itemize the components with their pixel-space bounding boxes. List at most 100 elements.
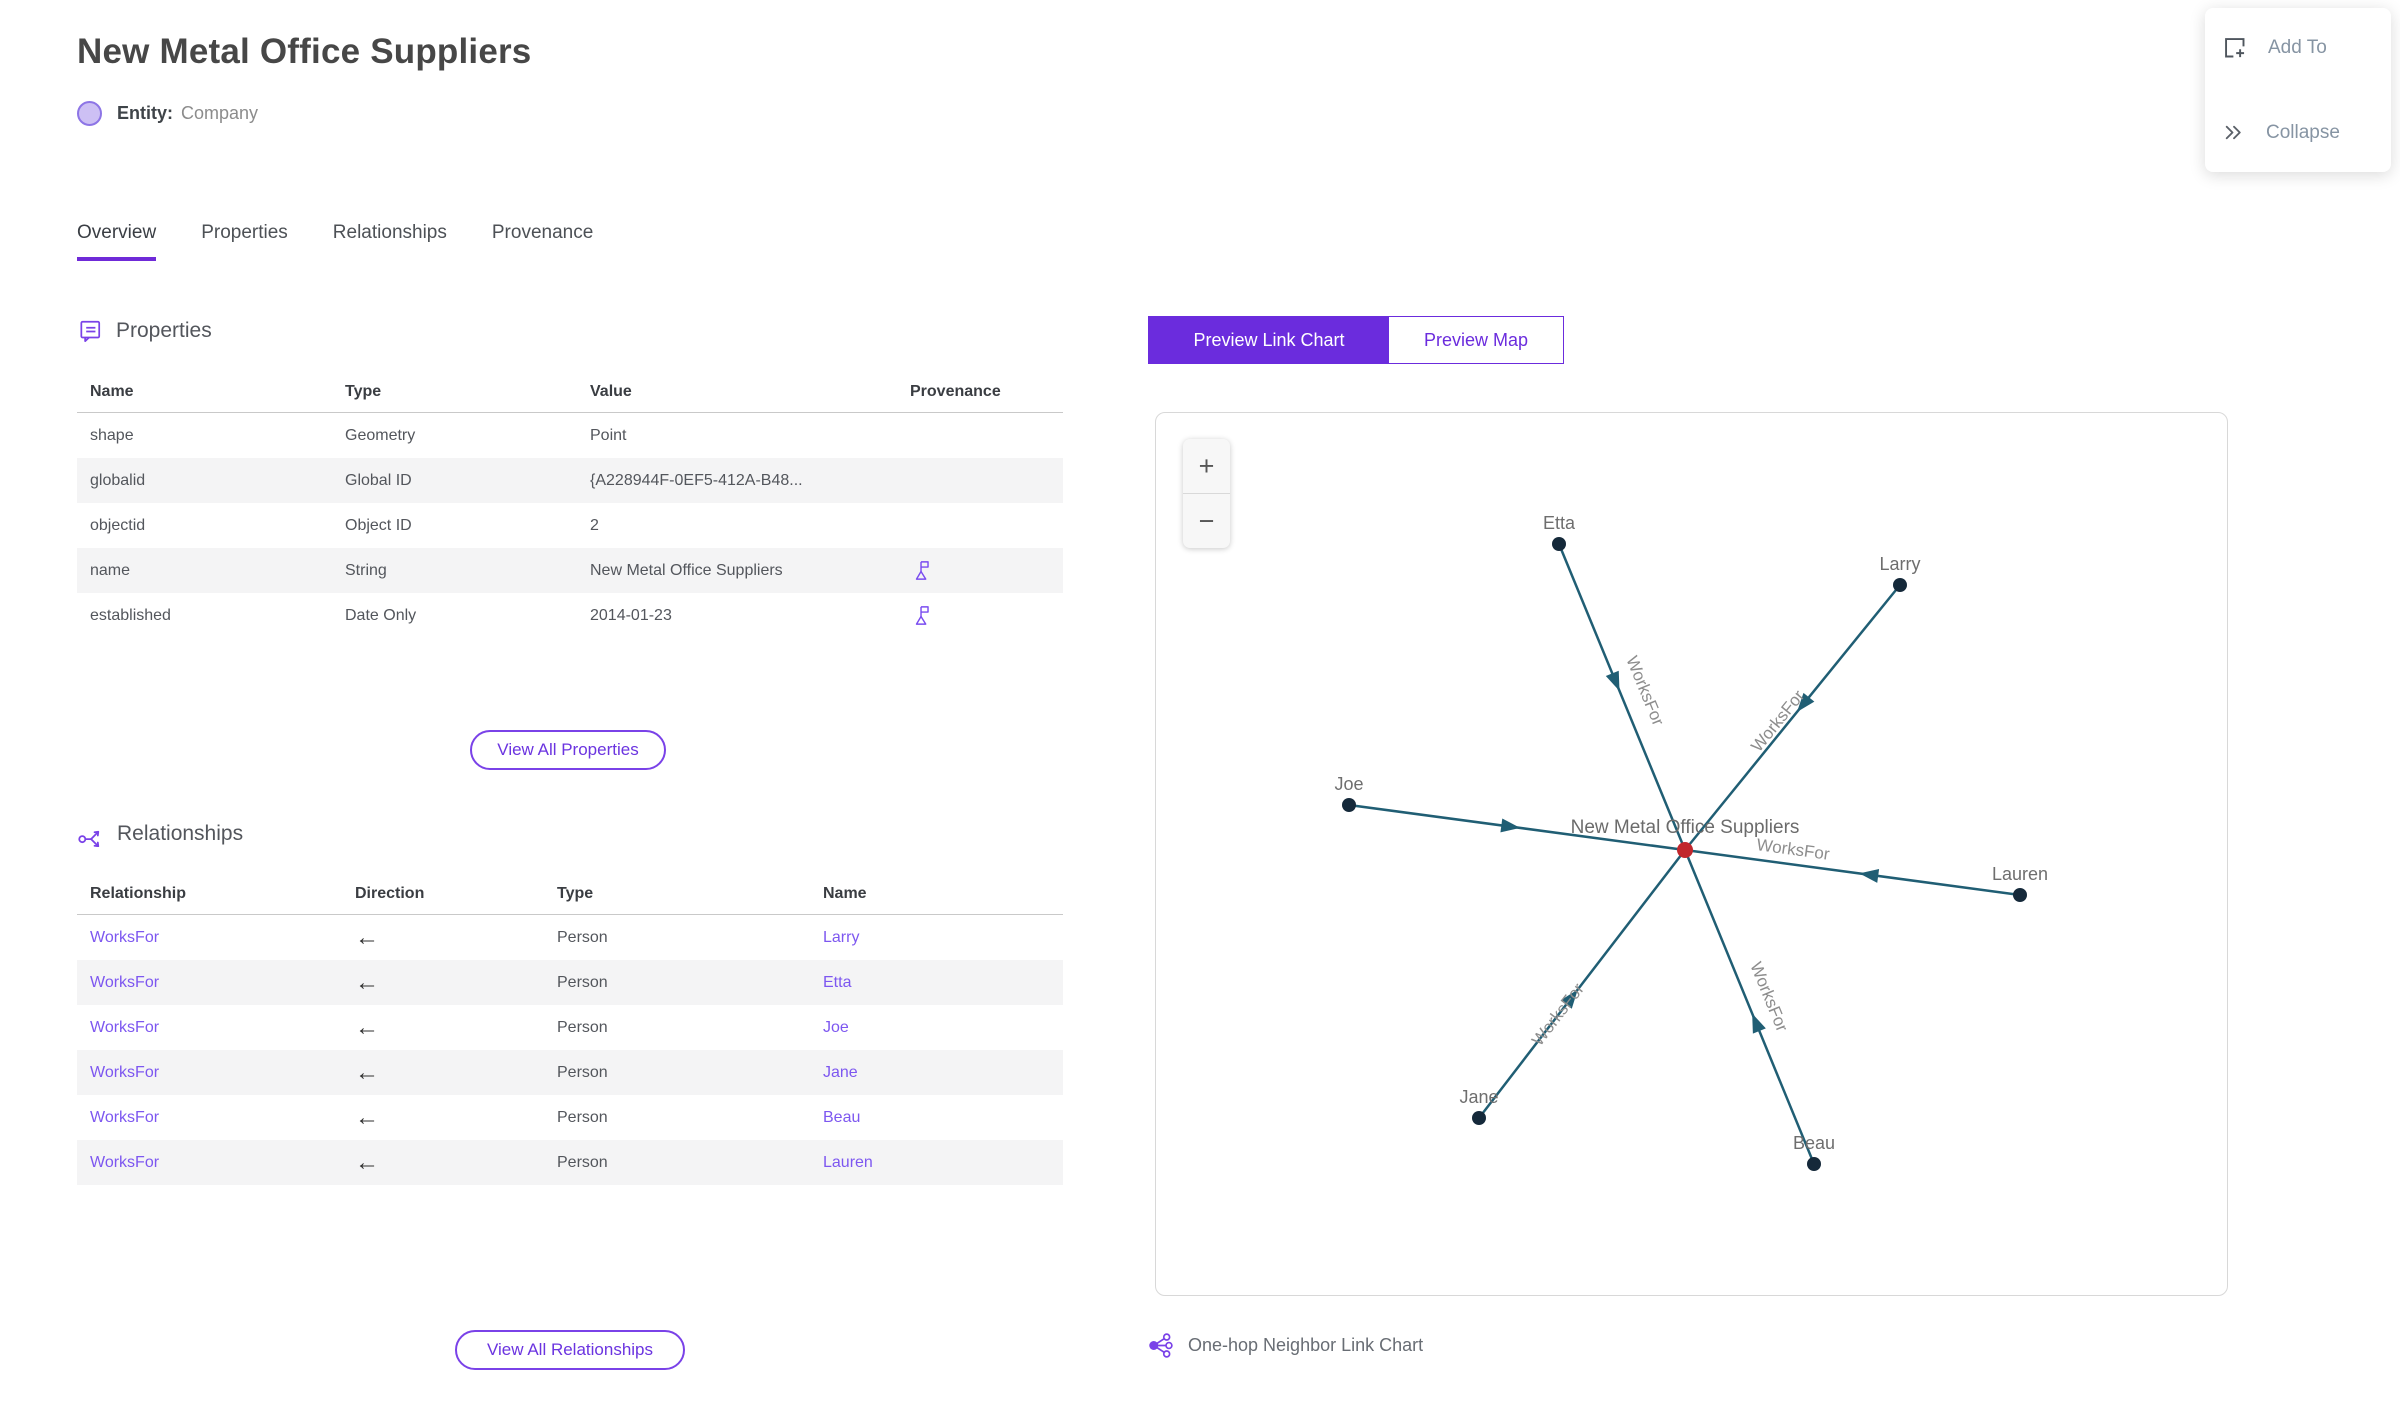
provenance-flag-icon[interactable] <box>910 604 933 627</box>
node-label-center: New Metal Office Suppliers <box>1571 817 1800 838</box>
col-header: Value <box>590 383 632 400</box>
direction-arrow: ← <box>355 1150 379 1175</box>
direction-arrow: ← <box>355 925 379 950</box>
edge-Beau[interactable] <box>1683 849 1816 1165</box>
property-name: globalid <box>90 471 146 489</box>
col-header: Relationship <box>90 885 187 902</box>
edge-Larry[interactable] <box>1684 584 1901 851</box>
property-row: established Date Only 2014-01-23 <box>77 593 1063 638</box>
tab-overview[interactable]: Overview <box>77 222 157 261</box>
edge-label: WorksFor <box>1747 686 1808 755</box>
edge-Etta[interactable] <box>1557 543 1687 851</box>
property-type: Object ID <box>345 516 412 534</box>
link-chart-panel: WorksFor WorksFor WorksFor WorksFor WorksFor… <box>1155 412 2228 1296</box>
node-Beau[interactable] <box>1807 1157 1821 1171</box>
edge-Lauren[interactable] <box>1684 848 2021 897</box>
node-Larry[interactable] <box>1893 578 1907 592</box>
relationships-icon <box>78 830 100 847</box>
entity-name-link[interactable]: Etta <box>823 973 852 991</box>
edge-arrowhead <box>1560 989 1578 1009</box>
tab-properties[interactable]: Properties <box>201 222 288 243</box>
relationship-type-link[interactable]: WorksFor <box>90 973 160 991</box>
relationship-type-link[interactable]: WorksFor <box>90 928 160 946</box>
collapse-button[interactable]: Collapse <box>2221 120 2340 145</box>
property-value: New Metal Office Suppliers <box>590 561 783 579</box>
relationship-row: WorksFor ← Person Beau <box>77 1095 1063 1140</box>
entity-name-link[interactable]: Joe <box>823 1018 849 1036</box>
actions-panel: Add To Collapse <box>2205 8 2391 172</box>
relationship-type-link[interactable]: WorksFor <box>90 1063 160 1081</box>
property-row: globalid Global ID {A228944F-0EF5-412A-B48… <box>77 458 1063 503</box>
property-value: {A228944F-0EF5-412A-B48... <box>590 471 803 489</box>
direction-arrow: ← <box>355 1105 379 1130</box>
properties-section-header: Properties <box>77 318 212 344</box>
entity-name-link[interactable]: Beau <box>823 1108 861 1126</box>
col-header: Provenance <box>910 383 1001 400</box>
tab-provenance[interactable]: Provenance <box>491 222 594 243</box>
node-label-Etta: Etta <box>1543 513 1576 533</box>
entity-name-link[interactable]: Larry <box>823 928 860 946</box>
property-value: 2 <box>590 516 599 534</box>
edge-Jane[interactable] <box>1478 849 1686 1119</box>
add-to-icon <box>2225 38 2245 58</box>
col-header: Type <box>345 383 382 400</box>
node-center-company[interactable] <box>1677 842 1693 858</box>
collapse-label: Collapse <box>2266 121 2340 143</box>
view-all-relationships-button[interactable]: View All Relationships <box>455 1330 685 1370</box>
edge-arrowhead <box>1859 869 1880 883</box>
node-Joe[interactable] <box>1342 798 1356 812</box>
relationships-table-body: WorksFor ← Person Larry WorksFor ← Person Etta W… <box>77 915 1063 1185</box>
node-label-Beau: Beau <box>1793 1133 1835 1153</box>
property-name: established <box>90 606 171 624</box>
entity-name-link[interactable]: Lauren <box>823 1153 873 1171</box>
property-value: Point <box>590 426 627 444</box>
col-header: Name <box>823 885 867 902</box>
col-header: Name <box>90 383 134 400</box>
entity-type-icon <box>77 101 102 126</box>
provenance-flag-icon[interactable] <box>910 559 933 582</box>
entity-name-link[interactable]: Jane <box>823 1063 858 1081</box>
edge-label: WorksFor <box>1755 835 1831 864</box>
zoom-control: + − <box>1183 439 1230 548</box>
property-row: name String New Metal Office Suppliers <box>77 548 1063 593</box>
relationships-table-header: Relationship Direction Type Name <box>77 874 1063 915</box>
entity-type-cell: Person <box>557 928 608 946</box>
node-Lauren[interactable] <box>2013 888 2027 902</box>
node-Jane[interactable] <box>1472 1111 1486 1125</box>
property-value: 2014-01-23 <box>590 606 672 624</box>
chart-legend-label: One-hop Neighbor Link Chart <box>1188 1335 1424 1355</box>
preview-link-chart-button[interactable]: Preview Link Chart <box>1149 317 1389 363</box>
relationship-row: WorksFor ← Person Larry <box>77 915 1063 960</box>
relationship-type-link[interactable]: WorksFor <box>90 1108 160 1126</box>
chart-legend: One-hop Neighbor Link Chart <box>1147 1332 1423 1359</box>
col-header: Direction <box>355 885 425 902</box>
relationships-table: Relationship Direction Type Name WorksFo… <box>77 874 1063 1185</box>
relationship-row: WorksFor ← Person Etta <box>77 960 1063 1005</box>
direction-arrow: ← <box>355 1060 379 1085</box>
page-title: New Metal Office Suppliers <box>77 32 532 71</box>
properties-table: Name Type Value Provenance shape Geometry… <box>77 372 1063 638</box>
zoom-in-button[interactable]: + <box>1198 450 1215 481</box>
add-to-button[interactable]: Add To <box>2221 34 2327 61</box>
tab-relationships[interactable]: Relationships <box>332 222 447 243</box>
property-provenance <box>897 604 1063 627</box>
col-header: Type <box>557 885 594 902</box>
view-all-properties-button[interactable]: View All Properties <box>470 730 666 770</box>
relationship-type-link[interactable]: WorksFor <box>90 1153 160 1171</box>
tab-bar: Overview Properties Relationships Proven… <box>77 222 593 261</box>
node-Etta[interactable] <box>1552 537 1566 551</box>
entity-type-cell: Person <box>557 1063 608 1081</box>
preview-map-button[interactable]: Preview Map <box>1389 317 1563 363</box>
property-type: String <box>345 561 387 579</box>
entity-type-cell: Person <box>557 1018 608 1036</box>
entity-type-cell: Person <box>557 1153 608 1171</box>
relationship-row: WorksFor ← Person Jane <box>77 1050 1063 1095</box>
properties-icon <box>80 320 101 343</box>
relationship-type-link[interactable]: WorksFor <box>90 1018 160 1036</box>
add-to-label: Add To <box>2268 36 2327 58</box>
zoom-out-button[interactable]: − <box>1183 493 1230 548</box>
properties-table-body: shape Geometry Point globalid Global ID {A228… <box>77 413 1063 638</box>
direction-arrow: ← <box>355 970 379 995</box>
relationship-row: WorksFor ← Person Joe <box>77 1005 1063 1050</box>
